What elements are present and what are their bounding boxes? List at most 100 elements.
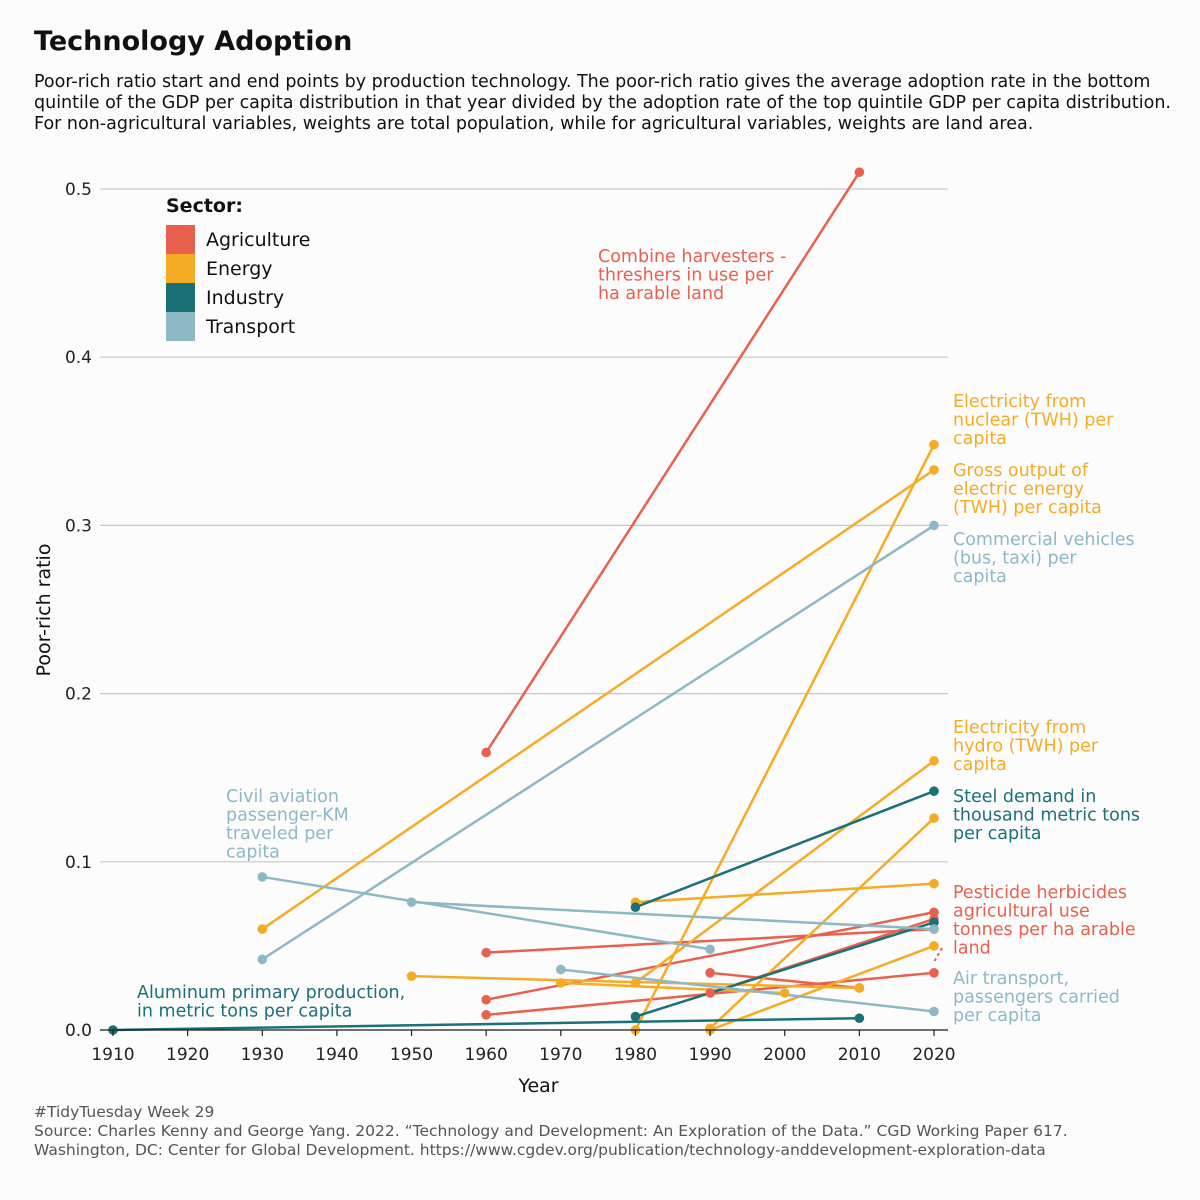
annotations: Combine harvesters -threshers in use per… — [137, 247, 1140, 1026]
data-point — [854, 167, 865, 177]
annotation-line: Aluminum primary production, — [137, 983, 405, 1003]
annotation-label: Steel demand in thousand metric tons per c… — [953, 787, 1140, 844]
legend-title: Sector: — [166, 195, 243, 217]
data-point — [630, 1011, 641, 1022]
data-point — [630, 902, 641, 913]
annotation-line: (TWH) per capita — [953, 498, 1102, 518]
x-tick-label: 1970 — [539, 1045, 582, 1065]
y-axis-title: Poor-rich ratio — [33, 544, 55, 677]
x-tick-label: 1960 — [465, 1045, 508, 1065]
y-tick-label: 0.0 — [65, 1021, 92, 1041]
series-line — [411, 900, 935, 931]
annotation-line: (bus, taxi) per — [953, 549, 1077, 569]
annotation-line: nuclear (TWH) per — [953, 411, 1114, 431]
data-point — [481, 1010, 491, 1020]
caption-line-1: #TidyTuesday Week 29 — [34, 1103, 215, 1121]
annotation-line: Air transport, — [953, 969, 1069, 989]
legend-swatch — [166, 225, 195, 254]
y-tick-label: 0.1 — [65, 853, 92, 873]
annotation-line: ha arable land — [598, 284, 724, 304]
legend-label: Industry — [206, 287, 284, 309]
chart-subtitle: Poor-rich ratio start and end points by … — [34, 72, 1171, 134]
annotation-line: electric energy — [953, 480, 1084, 500]
annotation-label: Air transport, passengers carried per capi… — [953, 969, 1120, 1026]
series-line — [635, 789, 935, 909]
data-point — [929, 1006, 939, 1017]
data-point — [705, 944, 715, 955]
annotation-label: Commercial vehicles (bus, taxi) per capita — [953, 530, 1135, 587]
data-point — [929, 756, 939, 766]
annotation-label: Civil aviation passenger-KM traveled per ca… — [226, 787, 349, 863]
data-point — [929, 465, 939, 475]
annotation-line: thousand metric tons — [953, 806, 1140, 826]
annotation-line: agricultural use — [953, 902, 1090, 922]
annotation-line: Civil aviation — [226, 787, 339, 807]
annotation-line: per capita — [953, 1006, 1042, 1026]
annotation-line: Commercial vehicles — [953, 530, 1135, 550]
x-tick-label: 1940 — [315, 1045, 358, 1065]
annotation-label: Electricity from nuclear (TWH) per capita — [953, 392, 1114, 449]
data-point — [705, 968, 715, 978]
data-point — [929, 968, 939, 978]
annotation-line: capita — [953, 567, 1007, 587]
caption-line-2: Source: Charles Kenny and George Yang. 2… — [34, 1122, 1068, 1140]
annotation-line: in metric tons per capita — [137, 1002, 352, 1022]
series-line — [709, 944, 935, 1032]
data-point — [854, 983, 865, 993]
data-point — [779, 988, 790, 998]
series-line — [560, 968, 935, 1013]
data-point — [556, 964, 566, 975]
data-point — [556, 978, 566, 988]
series-line — [112, 1016, 860, 1032]
series-line — [634, 444, 936, 1031]
annotation-line: Combine harvesters - — [598, 247, 786, 267]
x-tick-label: 1910 — [91, 1045, 134, 1065]
data-point — [406, 897, 417, 907]
x-tick-label: 1980 — [614, 1045, 657, 1065]
annotation-line: capita — [226, 843, 280, 863]
data-point — [705, 988, 715, 998]
annotation-line: passengers carried — [953, 988, 1120, 1008]
series-points — [108, 167, 939, 1035]
data-point — [481, 747, 491, 758]
y-tick-label: 0.4 — [65, 348, 92, 368]
series-line — [485, 171, 861, 754]
series-line — [262, 875, 711, 951]
x-tick-label: 1920 — [166, 1045, 209, 1065]
data-point — [929, 924, 939, 934]
legend-label: Agriculture — [206, 229, 311, 251]
annotation-label: Electricity from hydro (TWH) per capita — [953, 718, 1099, 775]
chart-caption: #TidyTuesday Week 29 Source: Charles Ken… — [34, 1103, 1184, 1160]
annotation-line: capita — [953, 429, 1007, 449]
series-line — [261, 468, 935, 931]
y-tick-label: 0.3 — [65, 516, 92, 536]
data-point — [929, 878, 939, 889]
annotation-line: passenger-KM — [226, 806, 349, 826]
data-point — [854, 1013, 865, 1024]
data-point — [481, 947, 491, 958]
y-tick-label: 0.2 — [65, 685, 92, 705]
legend-label: Energy — [206, 258, 273, 280]
data-point — [630, 978, 641, 988]
annotation-line: capita — [953, 755, 1007, 775]
series-line — [709, 971, 860, 990]
series-line — [486, 927, 935, 954]
data-point — [257, 872, 268, 882]
legend: Sector: Agriculture Energy Industry Transpor… — [166, 195, 311, 341]
annotation-line: per capita — [953, 824, 1042, 844]
annotation-label: Pesticide herbicides agricultural use tonn… — [953, 883, 1136, 959]
annotation-line: Pesticide herbicides — [953, 883, 1127, 903]
data-point — [481, 994, 491, 1005]
x-tick-label: 2010 — [838, 1045, 881, 1065]
y-tick-label: 0.5 — [65, 180, 92, 200]
x-tick-label: 1950 — [390, 1045, 433, 1065]
annotation-leader — [933, 947, 943, 963]
legend-swatch — [166, 283, 195, 312]
data-point — [929, 786, 939, 796]
series-line — [634, 759, 935, 984]
data-point — [929, 813, 939, 823]
data-point — [406, 971, 417, 981]
series-line — [635, 921, 935, 1018]
x-tick-label: 2020 — [912, 1045, 955, 1065]
